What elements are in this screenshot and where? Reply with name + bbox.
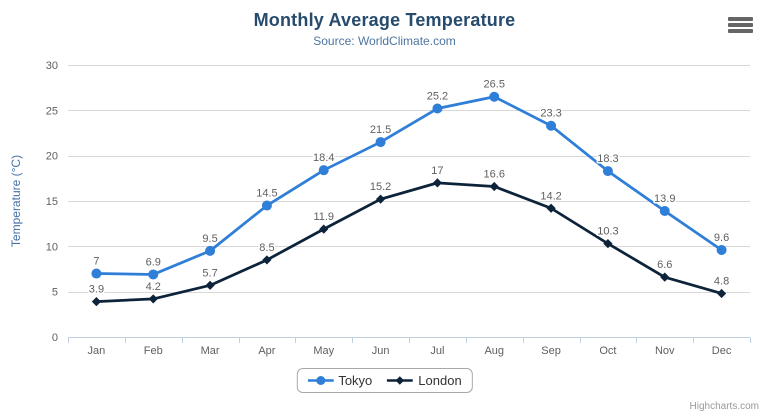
london-point-feb[interactable] bbox=[148, 294, 158, 304]
y-axis-label: 25 bbox=[46, 105, 58, 117]
london-point-may[interactable] bbox=[319, 224, 329, 234]
data-label: 5.7 bbox=[202, 267, 217, 279]
tokyo-point-nov[interactable] bbox=[659, 205, 670, 216]
x-axis-label: Nov bbox=[655, 345, 675, 357]
y-axis-label: 0 bbox=[52, 332, 58, 344]
x-axis-label: Mar bbox=[201, 345, 220, 357]
x-axis-label: Aug bbox=[484, 345, 504, 357]
y-axis-label: 15 bbox=[46, 196, 58, 208]
london-point-nov[interactable] bbox=[660, 272, 670, 282]
tokyo-point-jul[interactable] bbox=[432, 103, 443, 114]
data-label: 18.4 bbox=[313, 152, 334, 164]
x-axis-label: Jan bbox=[88, 345, 106, 357]
legend-label: Tokyo bbox=[338, 373, 373, 388]
data-label: 9.5 bbox=[202, 233, 217, 245]
tokyo-legend-marker-icon bbox=[307, 376, 334, 385]
data-label: 6.9 bbox=[146, 256, 161, 268]
data-label: 7 bbox=[93, 256, 99, 268]
hamburger-menu-icon[interactable] bbox=[728, 17, 753, 33]
tokyo-point-aug[interactable] bbox=[489, 91, 500, 102]
x-axis-label: Sep bbox=[541, 345, 561, 357]
tokyo-point-apr[interactable] bbox=[261, 200, 272, 211]
london-legend-marker-icon bbox=[387, 376, 414, 385]
legend: Tokyo London bbox=[296, 368, 473, 393]
tokyo-point-sep[interactable] bbox=[546, 120, 557, 131]
data-label: 26.5 bbox=[484, 79, 505, 91]
data-label: 11.9 bbox=[313, 211, 334, 223]
data-label: 18.3 bbox=[597, 153, 618, 165]
chart-title: Monthly Average Temperature bbox=[253, 10, 516, 30]
highcharts-credits-link[interactable]: Highcharts.com bbox=[689, 401, 759, 412]
data-label: 8.5 bbox=[259, 242, 274, 254]
x-axis-label: Dec bbox=[712, 345, 732, 357]
london-line bbox=[95, 181, 723, 304]
london-point-aug[interactable] bbox=[489, 181, 499, 192]
x-axis-label: Feb bbox=[144, 345, 163, 357]
data-label: 25.2 bbox=[427, 91, 448, 103]
tokyo-point-mar[interactable] bbox=[205, 245, 216, 256]
london-point-apr[interactable] bbox=[262, 255, 272, 265]
hamburger-bar bbox=[728, 23, 753, 27]
data-label: 4.2 bbox=[146, 281, 161, 293]
data-label: 3.9 bbox=[89, 284, 104, 296]
x-axis-label: May bbox=[313, 345, 334, 357]
data-label: 15.2 bbox=[370, 181, 391, 193]
tokyo-point-jan[interactable] bbox=[91, 268, 102, 279]
data-label: 10.3 bbox=[597, 226, 618, 238]
tokyo-point-jun[interactable] bbox=[375, 137, 386, 148]
data-label: 14.2 bbox=[540, 190, 561, 202]
tokyo-line bbox=[95, 95, 723, 276]
london-point-oct[interactable] bbox=[603, 239, 613, 249]
london-point-jun[interactable] bbox=[375, 194, 386, 204]
london-point-jul[interactable] bbox=[432, 178, 443, 188]
tokyo-point-feb[interactable] bbox=[148, 269, 159, 280]
london-point-mar[interactable] bbox=[205, 280, 215, 290]
legend-label: London bbox=[418, 373, 462, 388]
london-point-sep[interactable] bbox=[546, 203, 556, 213]
london-point-jan[interactable] bbox=[91, 297, 102, 307]
hamburger-bar bbox=[728, 29, 753, 33]
y-axis-label: 10 bbox=[46, 241, 58, 253]
tokyo-point-dec[interactable] bbox=[716, 244, 727, 255]
data-label: 17 bbox=[431, 165, 443, 177]
legend-item-london[interactable]: London bbox=[387, 373, 462, 388]
data-label: 13.9 bbox=[654, 193, 675, 205]
x-axis-label: Oct bbox=[599, 345, 616, 357]
y-axis-label: 5 bbox=[52, 287, 58, 299]
data-label: 23.3 bbox=[540, 108, 561, 120]
y-axis-label: 30 bbox=[46, 60, 58, 72]
x-axis-label: Jun bbox=[372, 345, 390, 357]
tokyo-point-oct[interactable] bbox=[602, 166, 613, 177]
y-axis-label: 20 bbox=[46, 151, 58, 163]
y-axis-title: Temperature (°C) bbox=[9, 155, 23, 247]
data-label: 9.6 bbox=[714, 232, 729, 244]
tokyo-point-may[interactable] bbox=[318, 165, 329, 176]
x-axis-label: Jul bbox=[430, 345, 444, 357]
tokyo-series bbox=[91, 91, 727, 280]
x-axis-label: Apr bbox=[258, 345, 275, 357]
legend-symbol-circle bbox=[315, 376, 325, 385]
london-series bbox=[91, 178, 727, 307]
data-label: 14.5 bbox=[256, 188, 277, 200]
data-label: 6.6 bbox=[657, 259, 672, 271]
data-label: 4.8 bbox=[714, 275, 729, 287]
chart-subtitle: Source: WorldClimate.com bbox=[313, 34, 456, 48]
legend-item-tokyo[interactable]: Tokyo bbox=[307, 373, 372, 388]
hamburger-bar bbox=[728, 17, 753, 21]
london-point-dec[interactable] bbox=[716, 288, 727, 299]
legend-symbol-diamond bbox=[395, 376, 405, 385]
data-label: 21.5 bbox=[370, 124, 391, 136]
data-label: 16.6 bbox=[484, 168, 505, 180]
